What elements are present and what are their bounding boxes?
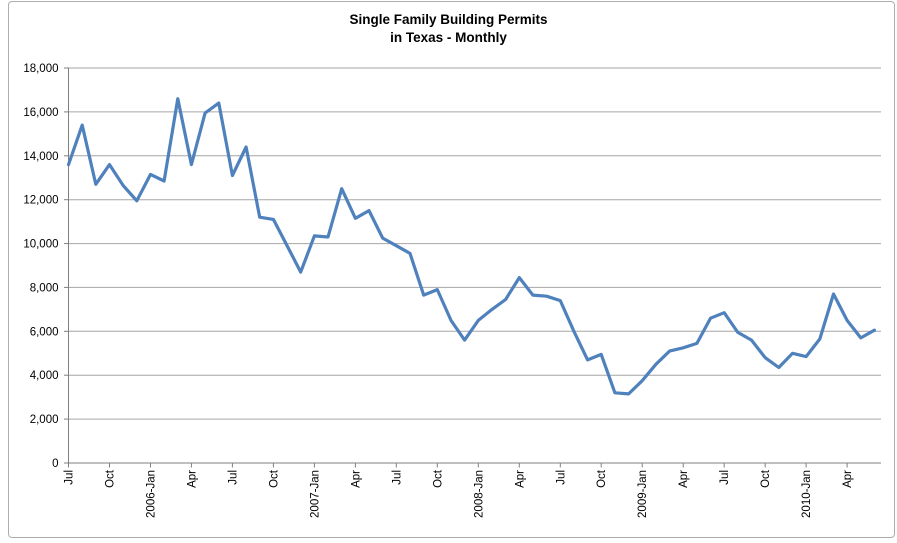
x-tick-label: Jul <box>64 470 76 485</box>
x-tick-label: 2010-Jan <box>801 470 813 518</box>
series-line <box>66 97 877 396</box>
y-tick-label: 18,000 <box>23 63 58 75</box>
x-tick-label: Jul <box>391 470 403 485</box>
chart-frame <box>8 1 895 538</box>
chart-title-line-2: in Texas - Monthly <box>390 30 507 45</box>
x-tick-label: Apr <box>186 470 198 488</box>
y-tick-label: 0 <box>52 458 58 470</box>
x-tick-label: Apr <box>514 470 526 488</box>
chart-title: Single Family Building Permits in Texas … <box>0 11 897 47</box>
x-tick-label: Oct <box>596 469 608 488</box>
y-tick-label: 16,000 <box>23 107 58 119</box>
chart-title-line-1: Single Family Building Permits <box>349 12 548 27</box>
x-tick-label: Jul <box>227 470 239 485</box>
y-tick-label: 12,000 <box>23 195 58 207</box>
x-tick-label: 2007-Jan <box>309 470 321 518</box>
y-tick-label: 8,000 <box>30 282 59 294</box>
x-tick-label: Oct <box>432 469 444 488</box>
x-tick-label: Jul <box>719 470 731 485</box>
x-tick-label: Apr <box>678 470 690 488</box>
x-tick-label: Oct <box>268 469 280 488</box>
x-tick-label: Oct <box>105 469 117 488</box>
x-tick-label: Apr <box>350 470 362 488</box>
x-tick-label: Oct <box>760 469 772 488</box>
y-tick-label: 2,000 <box>30 414 59 426</box>
x-tick-label: 2006-Jan <box>146 470 158 518</box>
y-tick-label: 6,000 <box>30 326 59 338</box>
x-tick-label: Jul <box>555 470 567 485</box>
x-tick-label: 2008-Jan <box>473 470 485 518</box>
y-tick-label: 14,000 <box>23 151 58 163</box>
x-tick-label: 2009-Jan <box>637 470 649 518</box>
x-tick-label: Apr <box>842 470 854 488</box>
y-tick-label: 4,000 <box>30 370 59 382</box>
y-tick-label: 10,000 <box>23 239 58 251</box>
